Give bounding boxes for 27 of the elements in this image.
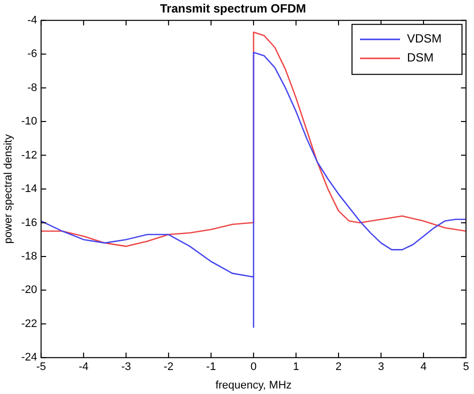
x-tick-label: -3 xyxy=(121,361,131,374)
x-tick-label: 5 xyxy=(462,361,470,374)
x-tick-label: 1 xyxy=(292,361,300,374)
y-tick-label: -4 xyxy=(27,14,38,26)
y-tick-label: -8 xyxy=(27,82,38,94)
x-tick-label: 3 xyxy=(378,361,384,374)
legend-label: DSM xyxy=(407,50,434,65)
y-tick-label: -6 xyxy=(27,48,38,60)
x-tick-label: -1 xyxy=(206,361,216,374)
x-tick-label: 4 xyxy=(420,361,427,374)
legend-label: VDSM xyxy=(407,32,442,46)
x-tick-label: 0 xyxy=(250,361,257,374)
y-tick-label: -14 xyxy=(21,183,38,196)
x-tick-label: 2 xyxy=(335,361,342,374)
chart-title: Transmit spectrum OFDM xyxy=(160,2,306,16)
y-tick-label: -16 xyxy=(21,216,38,229)
x-tick-label: -2 xyxy=(164,361,174,374)
y-tick-label: -20 xyxy=(21,284,38,296)
y-tick-label: -10 xyxy=(21,116,38,128)
y-tick-label: -18 xyxy=(21,250,38,262)
y-tick-label: -22 xyxy=(21,318,38,330)
x-axis-title: frequency, MHz xyxy=(215,379,292,392)
x-tick-label: -4 xyxy=(78,361,88,374)
y-tick-label: -12 xyxy=(21,149,38,162)
y-tick-label: -24 xyxy=(21,352,38,364)
x-tick-label: -5 xyxy=(36,361,46,374)
y-axis-title: power spectral density xyxy=(2,134,15,244)
